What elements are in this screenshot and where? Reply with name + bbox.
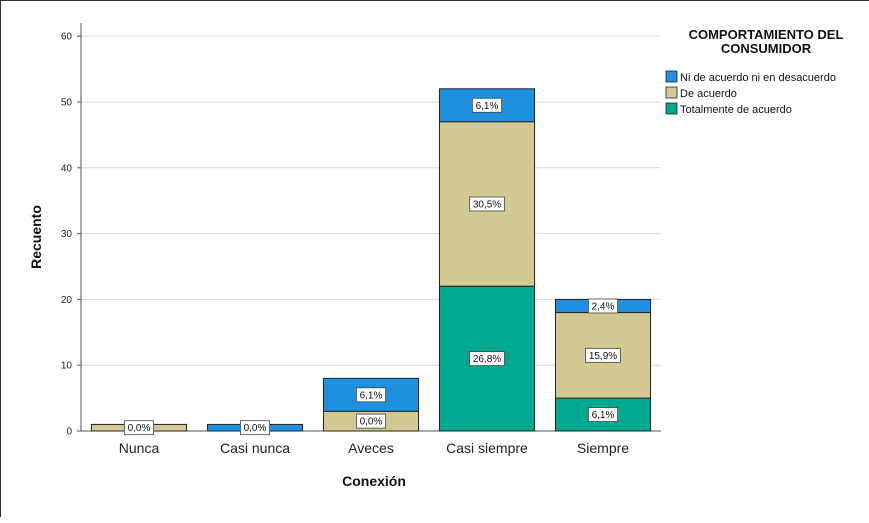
data-label-box (239, 420, 270, 436)
data-label-box (355, 413, 386, 429)
y-tick-label: 50 (61, 97, 73, 108)
y-axis-title: Recuento (28, 205, 44, 269)
data-label: 2,4% (592, 301, 615, 312)
y-tick-label: 0 (66, 427, 72, 438)
x-tick-label: Nunca (119, 440, 160, 456)
data-labels: 0,0% 0,0% 0,0% 6,1% 26,8% 30,5% 6,1% 6,1% 15,9% 2… (124, 97, 621, 436)
x-tick-label: Siempre (577, 440, 629, 456)
data-label-box (469, 196, 505, 212)
data-label-box (588, 407, 619, 422)
data-label: 0,0% (244, 423, 267, 434)
bars (90, 88, 652, 432)
data-label-box (471, 97, 502, 113)
y-tick-label: 10 (61, 361, 73, 372)
data-label: 6,1% (592, 410, 615, 421)
x-tick-label: Casi siempre (446, 440, 528, 456)
data-label: 0,0% (360, 417, 383, 428)
data-label: 30,5% (473, 199, 501, 210)
data-label-box (585, 347, 621, 363)
x-tick-label: Aveces (348, 440, 394, 456)
legend-item-label: Totalmente de acuerdo (680, 104, 792, 116)
y-tick-label: 30 (61, 229, 73, 240)
data-label: 0,0% (128, 423, 151, 434)
data-label: 6,1% (476, 101, 499, 112)
data-label: 15,9% (589, 351, 617, 362)
data-label: 26,8% (473, 354, 501, 365)
x-axis-title: Conexión (342, 473, 406, 489)
legend-swatch (665, 86, 678, 99)
data-label: 6,1% (360, 390, 383, 401)
data-label-box (124, 420, 155, 436)
y-tick-label: 60 (61, 32, 73, 43)
y-tick-label: 20 (61, 295, 73, 306)
legend-item-label: Ni de acuerdo ni en desacuerdo (680, 72, 836, 84)
legend-swatch (665, 102, 678, 115)
legend-item-label: De acuerdo (680, 88, 737, 100)
legend-title: CONSUMIDOR (721, 41, 812, 56)
y-tick-label: 40 (61, 163, 73, 174)
x-tick-label: Casi nunca (220, 440, 290, 456)
data-label-box (588, 298, 619, 314)
legend-title: COMPORTAMIENTO DEL (689, 27, 844, 42)
legend-swatch (665, 70, 678, 83)
data-label-box (469, 351, 505, 367)
data-label-box (355, 387, 386, 403)
